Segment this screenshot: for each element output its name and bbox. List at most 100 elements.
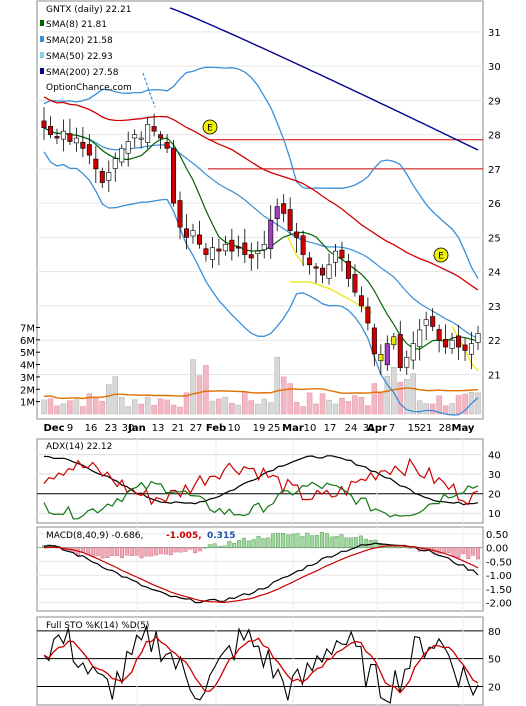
macd-histogram-bar <box>393 546 398 548</box>
macd-histogram-bar <box>324 533 329 548</box>
macd-histogram-bar <box>388 546 393 548</box>
candle-body <box>216 248 222 252</box>
volume-bar <box>274 356 280 415</box>
macd-hist-label: 0.315 <box>207 531 235 541</box>
macd-histogram-bar <box>334 536 339 548</box>
macd-histogram-bar <box>300 536 305 548</box>
volume-bar <box>242 391 248 415</box>
candle-body <box>345 260 351 279</box>
volume-bar <box>131 399 138 415</box>
x-axis-label: 31 <box>363 423 376 434</box>
candle-body <box>190 230 196 237</box>
x-axis-label: 21 <box>420 423 433 434</box>
candle-body <box>119 148 125 163</box>
volume-bar <box>319 393 326 415</box>
volume-bar <box>280 376 287 415</box>
volume-bar <box>177 406 183 415</box>
macd-histogram-bar <box>461 547 466 555</box>
macd-histogram-bar <box>329 536 334 548</box>
x-axis-label: 17 <box>324 423 337 434</box>
candle-body <box>196 234 202 245</box>
candle-body <box>456 335 462 348</box>
yellow-envelope-line <box>287 237 305 266</box>
macd-histogram-bar <box>134 547 139 556</box>
candle-body <box>229 239 235 252</box>
volume-bar <box>203 365 209 415</box>
candle-body <box>430 316 436 327</box>
macd-histogram-bar <box>241 537 246 548</box>
volume-bar <box>93 398 99 415</box>
macd-histogram-bar <box>95 547 100 557</box>
macd-histogram-bar <box>110 547 115 556</box>
candle-body <box>125 141 131 154</box>
macd-histogram-bar <box>100 547 105 559</box>
macd-y-tick: -0.50 <box>486 557 512 568</box>
price-panel-frame <box>36 0 484 420</box>
macd-y-tick: -2.00 <box>486 599 512 610</box>
volume-bar <box>267 402 274 415</box>
watermark: OptionChance.com <box>46 83 132 93</box>
candle-body <box>138 137 144 140</box>
x-axis-label: 19 <box>253 423 266 434</box>
volume-bar <box>429 403 436 415</box>
x-axis-label: Feb <box>206 423 226 434</box>
x-axis-label: 13 <box>152 423 165 434</box>
volume-bar <box>442 405 449 415</box>
volume-bar <box>73 399 80 415</box>
macd-histogram-bar <box>178 547 183 553</box>
sma200-line <box>169 7 479 151</box>
candle-body <box>469 343 475 355</box>
candle-body <box>86 144 92 156</box>
macd-histogram-bar <box>446 547 451 553</box>
volume-bar <box>54 405 60 415</box>
macd-histogram-bar <box>256 535 261 548</box>
candle-body <box>112 158 118 169</box>
macd-y-tick: 0.50 <box>486 530 508 541</box>
volume-bar <box>118 397 125 415</box>
volume-bar <box>371 383 378 415</box>
candle-body <box>326 264 332 279</box>
candle-body <box>313 266 319 269</box>
volume-bar <box>125 406 131 415</box>
candle-body <box>80 141 86 149</box>
volume-bar <box>41 399 47 415</box>
volume-bar <box>475 392 481 415</box>
candle-body <box>47 126 53 135</box>
x-axis-label: 9 <box>67 423 73 434</box>
candle-body <box>242 242 248 255</box>
macd-histogram-bar <box>173 547 178 553</box>
sma20-dashed-segment <box>142 72 156 108</box>
candle-body <box>41 120 47 129</box>
yellow-envelope-line <box>451 326 479 372</box>
x-axis-label: 25 <box>268 423 281 434</box>
macd-histogram-bar <box>363 538 368 548</box>
di-plus-line <box>43 457 479 506</box>
macd-histogram-bar <box>120 547 125 559</box>
volume-bar <box>397 381 404 415</box>
volume-bar <box>261 398 267 415</box>
sto-y-tick: 20 <box>488 682 501 693</box>
volume-bar <box>300 406 306 415</box>
volume-tick: 4M <box>20 361 35 372</box>
candle-body <box>209 247 215 260</box>
candle-body <box>261 243 267 251</box>
volume-bar <box>449 403 455 415</box>
macd-histogram-bar <box>476 547 481 560</box>
volume-layer <box>41 356 481 415</box>
macd-histogram-bar <box>339 534 344 548</box>
price-y-tick: 26 <box>488 199 501 210</box>
macd-histogram-bar <box>315 535 320 548</box>
earnings-marker <box>202 119 218 135</box>
price-y-tick: 28 <box>488 131 501 142</box>
candle-body <box>151 126 157 132</box>
volume-bar <box>144 396 151 415</box>
volume-bar <box>384 375 391 415</box>
legend-sma8: SMA(8) 21.81 <box>46 20 107 30</box>
x-axis-label: Mar <box>282 423 304 434</box>
price-y-tick: 29 <box>488 96 501 107</box>
macd-histogram-bar <box>276 532 281 548</box>
volume-bar <box>287 383 293 415</box>
